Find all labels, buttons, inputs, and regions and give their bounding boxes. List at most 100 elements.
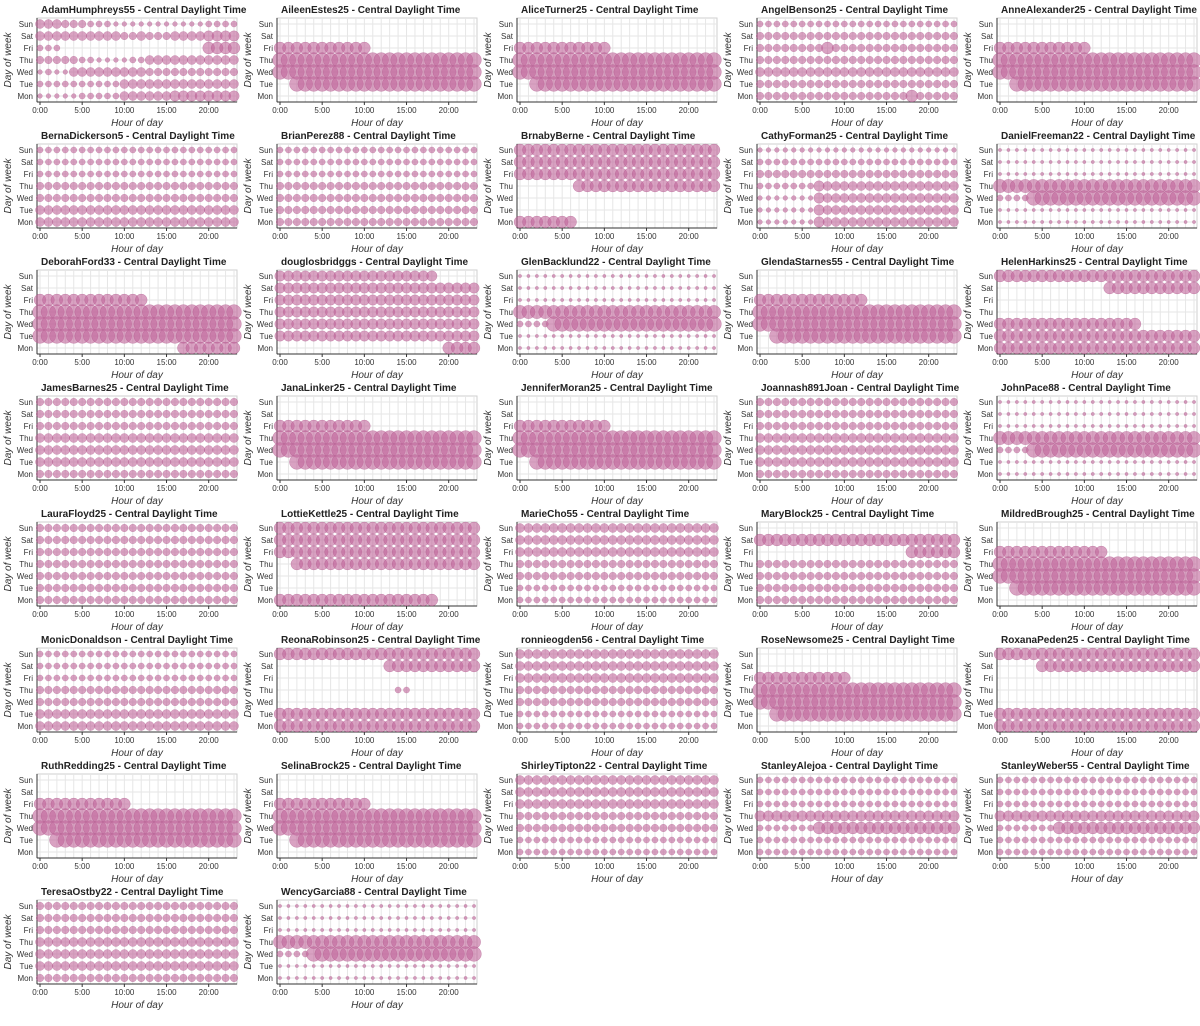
- data-point: [95, 535, 104, 545]
- data-point: [789, 91, 798, 101]
- data-point: [111, 433, 121, 443]
- data-point: [617, 571, 626, 581]
- data-point: [946, 328, 962, 344]
- data-point: [667, 571, 676, 581]
- data-point: [574, 547, 584, 557]
- data-point: [318, 146, 326, 154]
- data-point: [661, 298, 666, 302]
- x-tick-label: 0:00: [752, 232, 768, 241]
- data-point: [213, 535, 222, 545]
- data-point: [949, 181, 959, 191]
- x-tick-label: 10:00: [1074, 610, 1095, 619]
- data-point: [1031, 412, 1036, 416]
- bubble-layer: [274, 270, 481, 355]
- data-point: [1031, 460, 1036, 464]
- x-tick-label: 15:00: [877, 232, 898, 241]
- data-point: [351, 217, 360, 227]
- data-point: [624, 535, 635, 545]
- data-point: [128, 469, 137, 479]
- data-point: [636, 286, 640, 290]
- data-point: [932, 445, 942, 455]
- data-point: [806, 421, 815, 431]
- data-point: [781, 20, 789, 28]
- data-point: [45, 80, 52, 88]
- data-point: [1006, 208, 1011, 212]
- data-point: [1082, 172, 1087, 176]
- data-point: [78, 697, 87, 707]
- data-point: [1192, 220, 1196, 224]
- data-point: [145, 181, 154, 191]
- data-point: [1175, 460, 1180, 464]
- data-point: [840, 79, 849, 89]
- data-point: [61, 571, 70, 581]
- data-point: [1031, 220, 1036, 224]
- data-point: [411, 158, 419, 166]
- data-point: [916, 571, 925, 581]
- data-point: [326, 217, 335, 227]
- data-point: [221, 547, 230, 557]
- data-point: [780, 433, 791, 443]
- data-point: [178, 457, 189, 467]
- data-point: [1183, 220, 1188, 224]
- data-point: [187, 31, 197, 41]
- data-point: [467, 521, 481, 535]
- data-point: [848, 67, 858, 77]
- data-point: [1048, 208, 1053, 212]
- data-point: [453, 205, 462, 215]
- data-point: [1141, 148, 1146, 152]
- data-point: [890, 217, 900, 227]
- data-point: [60, 457, 71, 467]
- data-point: [178, 433, 189, 443]
- data-point: [602, 334, 607, 338]
- x-axis-label: Hour of day: [591, 118, 644, 129]
- y-tick-label: Sat: [741, 32, 754, 41]
- data-point: [35, 571, 45, 581]
- data-point: [675, 535, 686, 545]
- data-point: [162, 181, 171, 191]
- data-point: [187, 469, 196, 479]
- data-point: [941, 409, 950, 419]
- data-point: [94, 721, 104, 731]
- data-point: [808, 219, 814, 225]
- data-point: [890, 169, 899, 179]
- data-point: [60, 445, 71, 455]
- data-point: [44, 685, 53, 695]
- data-point: [85, 457, 96, 467]
- data-point: [798, 91, 807, 101]
- data-point: [119, 205, 130, 215]
- data-point: [61, 595, 70, 605]
- data-point: [998, 208, 1002, 212]
- data-point: [1149, 400, 1154, 404]
- data-point: [52, 205, 62, 215]
- y-tick-label: Sat: [501, 284, 514, 293]
- data-point: [907, 397, 916, 407]
- data-point: [815, 559, 824, 569]
- data-point: [898, 181, 909, 191]
- data-point: [36, 674, 44, 682]
- data-point: [907, 457, 917, 467]
- data-point: [710, 584, 718, 592]
- data-point: [548, 547, 559, 557]
- data-point: [369, 170, 377, 178]
- data-point: [36, 650, 44, 658]
- data-point: [898, 205, 909, 215]
- data-point: [69, 55, 78, 65]
- data-point: [361, 158, 368, 166]
- data-point: [170, 571, 179, 581]
- x-axis-label: Hour of day: [111, 118, 164, 129]
- y-tick-label: Sun: [259, 20, 273, 29]
- data-point: [462, 170, 469, 178]
- data-point: [874, 397, 883, 407]
- y-tick-label: Wed: [737, 320, 753, 329]
- data-point: [162, 547, 171, 557]
- data-point: [933, 571, 942, 581]
- data-point: [667, 523, 677, 533]
- data-point: [85, 709, 96, 719]
- data-point: [832, 20, 840, 28]
- data-point: [52, 469, 61, 479]
- data-point: [540, 535, 551, 545]
- data-point: [907, 559, 916, 569]
- data-point: [806, 169, 815, 179]
- data-point: [78, 559, 87, 569]
- data-point: [525, 320, 532, 328]
